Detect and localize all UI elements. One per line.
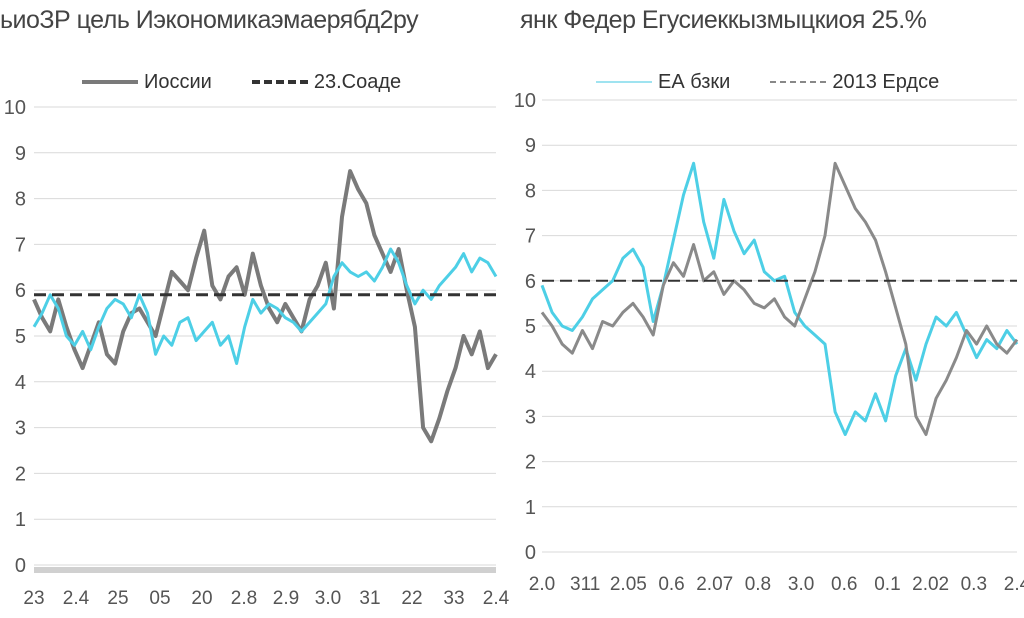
x-tick-label: 2.4 bbox=[1004, 574, 1024, 595]
x-axis-band bbox=[34, 567, 496, 573]
chart-title: янк Федер Егусиеккызмыцкиоя 25.% bbox=[520, 6, 927, 34]
y-tick-label: 1 bbox=[15, 509, 26, 531]
x-tick-label: 33 bbox=[443, 588, 464, 609]
x-tick-label: 0.3 bbox=[961, 574, 987, 595]
y-tick-label: 10 bbox=[514, 90, 536, 112]
y-tick-label: 6 bbox=[525, 271, 536, 293]
right-line-chart: 0 1 2 3 4 5 6 7 8 9 10 2.0 311 2.05 0.6 2.07 0.8 3.0 0.6 0.… bbox=[514, 90, 1024, 595]
legend-item: Иоссии bbox=[82, 71, 212, 94]
y-tick-label: 5 bbox=[15, 326, 26, 348]
x-tick-label: 2.05 bbox=[610, 574, 647, 595]
x-tick-label: 2.9 bbox=[273, 588, 299, 609]
y-tick-label: 0 bbox=[15, 555, 26, 577]
series-line bbox=[540, 161, 1019, 436]
legend-label: ЕА бзки bbox=[658, 70, 731, 93]
y-tick-label: 5 bbox=[525, 316, 536, 338]
y-tick-label: 0 bbox=[525, 542, 536, 564]
x-tick-label: 2.0 bbox=[529, 574, 555, 595]
y-tick-label: 1 bbox=[525, 497, 536, 519]
series-line bbox=[540, 161, 1019, 436]
legend-swatch-solid bbox=[82, 80, 138, 84]
x-tick-label: 22 bbox=[401, 588, 422, 609]
x-tick-label: 20 bbox=[191, 588, 212, 609]
y-tick-label: 8 bbox=[525, 180, 536, 202]
chart-title: ьиоЗР цель Иэкономикаэмаерябд2ру bbox=[0, 6, 419, 34]
x-tick-label: 23 bbox=[23, 588, 44, 609]
y-tick-label: 7 bbox=[525, 226, 536, 248]
legend-swatch-dashed bbox=[770, 81, 827, 83]
x-tick-label: 0.6 bbox=[831, 574, 857, 595]
y-tick-label: 7 bbox=[15, 234, 26, 256]
y-tick-label: 3 bbox=[525, 406, 536, 428]
y-tick-label: 3 bbox=[15, 418, 26, 440]
series-line bbox=[32, 247, 498, 365]
x-tick-label: 2.07 bbox=[696, 574, 733, 595]
series-line bbox=[32, 169, 498, 444]
legend-label: Иоссии bbox=[144, 70, 212, 93]
legend-item: ЕА бзки bbox=[596, 71, 730, 94]
x-tick-label: 2.4 bbox=[483, 588, 510, 609]
x-tick-label: 2.8 bbox=[231, 588, 257, 609]
legend-label: 2013 Ердсе bbox=[832, 70, 940, 93]
y-tick-label: 4 bbox=[525, 361, 536, 383]
y-tick-label: 2 bbox=[525, 452, 536, 474]
legend-swatch-solid bbox=[596, 81, 652, 83]
x-tick-label: 05 bbox=[149, 588, 170, 609]
left-chart-panel: ьиоЗР цель Иэкономикаэмаерябд2ру Иоссии … bbox=[0, 6, 510, 609]
legend-label: 23.Соаде bbox=[313, 70, 402, 93]
x-tick-label: 31 bbox=[359, 588, 380, 609]
x-tick-label: 2.02 bbox=[912, 574, 949, 595]
y-tick-label: 4 bbox=[15, 372, 26, 394]
y-tick-label: 6 bbox=[15, 280, 26, 302]
chart-legend: Иоссии 23.Соаде bbox=[82, 70, 401, 94]
legend-swatch-dashed bbox=[251, 80, 308, 84]
legend-item: 2013 Ердсе bbox=[770, 71, 939, 94]
y-tick-label: 9 bbox=[525, 135, 536, 157]
x-tick-label: 0.6 bbox=[658, 574, 684, 595]
y-tick-label: 9 bbox=[15, 143, 26, 165]
legend-item: 23.Соаде bbox=[251, 70, 402, 94]
y-tick-label: 8 bbox=[15, 189, 26, 211]
x-tick-label: 2.4 bbox=[63, 588, 90, 609]
chart-legend: ЕА бзки 2013 Ердсе bbox=[596, 70, 939, 94]
y-tick-label: 2 bbox=[15, 463, 26, 485]
y-tick-label: 10 bbox=[4, 97, 26, 119]
right-chart-panel: янк Федер Егусиеккызмыцкиоя 25.% ЕА бзки… bbox=[512, 0, 1024, 618]
x-tick-label: 311 bbox=[570, 574, 600, 595]
x-tick-label: 0.1 bbox=[874, 574, 900, 595]
x-tick-label: 3.0 bbox=[315, 588, 341, 609]
x-tick-label: 25 bbox=[107, 588, 128, 609]
x-tick-label: 3.0 bbox=[788, 574, 814, 595]
x-tick-label: 0.8 bbox=[745, 574, 771, 595]
